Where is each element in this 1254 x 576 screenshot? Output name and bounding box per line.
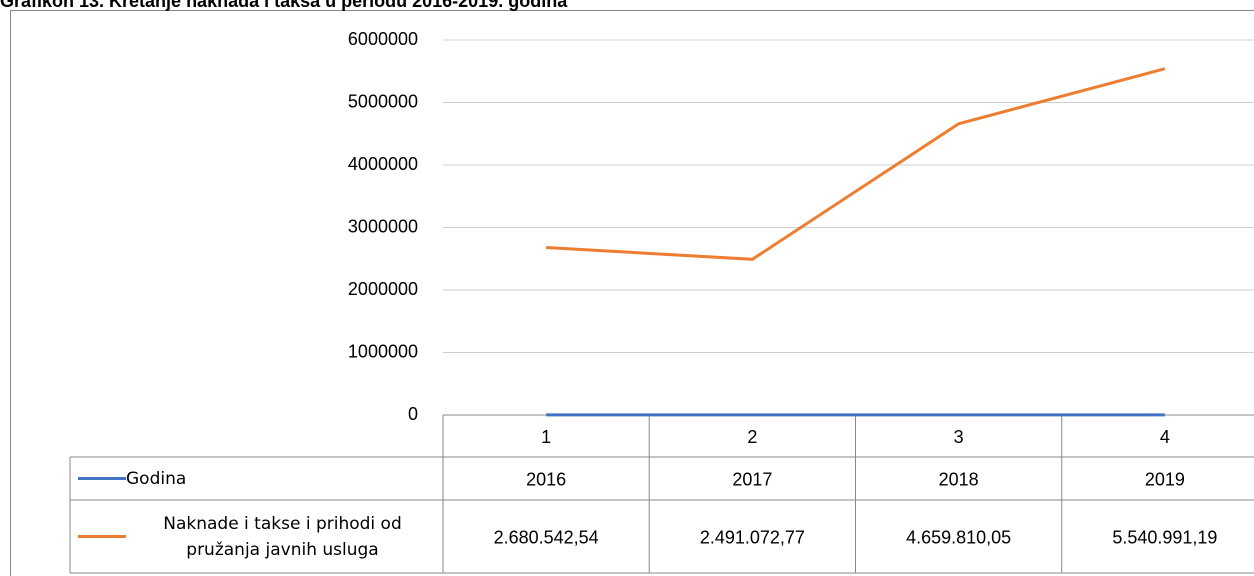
y-tick-label: 1000000 (348, 341, 418, 361)
x-tick-label: 3 (954, 427, 964, 447)
y-tick-label: 3000000 (348, 216, 418, 236)
table-value: 4.659.810,05 (906, 527, 1011, 547)
chart-border (10, 10, 1254, 576)
x-tick-label: 4 (1160, 427, 1170, 447)
x-tick-label: 2 (747, 427, 757, 447)
y-tick-label: 6000000 (348, 29, 418, 49)
table-value: 2018 (939, 469, 979, 489)
y-tick-label: 0 (408, 404, 418, 424)
chart-title: Grafikon 13. Kretanje naknada i taksa u … (0, 0, 568, 11)
series-line (546, 67, 1166, 261)
x-tick-label: 1 (541, 427, 551, 447)
y-tick-label: 5000000 (348, 91, 418, 111)
table-value: 2016 (526, 469, 566, 489)
legend-label: Naknade i takse i prihodi od pružanja ja… (163, 513, 402, 560)
table-value: 5.540.991,19 (1112, 527, 1217, 547)
table-value: 2.680.542,54 (494, 527, 599, 547)
y-tick-label: 2000000 (348, 279, 418, 299)
table-value: 2019 (1145, 469, 1185, 489)
legend-label: Godina (126, 468, 187, 489)
legend-cell: Naknade i takse i prihodi od pružanja ja… (163, 513, 402, 560)
table-value: 2.491.072,77 (700, 527, 805, 547)
table-value: 2017 (732, 469, 772, 489)
legend-cell: Godina (126, 468, 187, 489)
y-tick-label: 4000000 (348, 154, 418, 174)
